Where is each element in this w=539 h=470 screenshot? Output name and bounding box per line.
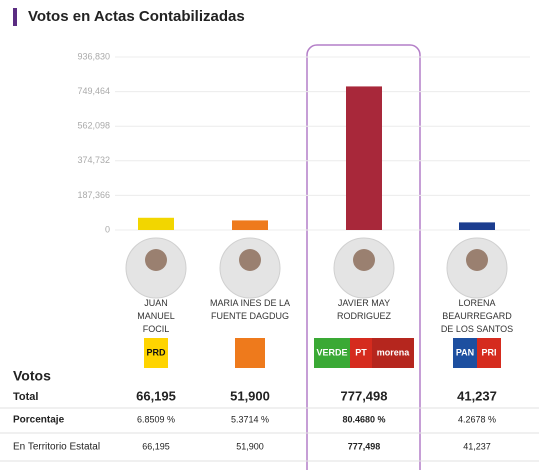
row-label: En Territorio Estatal (13, 442, 100, 453)
cell: 66,195 (136, 388, 176, 403)
row-label: Porcentaje (13, 415, 65, 426)
cell: 777,498 (348, 441, 381, 451)
party-label: VERDE (316, 347, 347, 357)
party-logo (235, 338, 265, 368)
party-label: morena (377, 347, 411, 357)
cell: 777,498 (341, 388, 388, 403)
cell: 66,195 (142, 441, 170, 451)
party-logo (314, 338, 350, 368)
cell: 51,900 (236, 441, 264, 451)
candidate-name: MARIA INES DE LA FUENTE DAGDUG (209, 298, 291, 321)
y-tick-label: 749,464 (77, 86, 110, 96)
party-logo (477, 338, 501, 368)
y-tick-label: 0 (105, 224, 110, 234)
bar (346, 86, 382, 230)
photo-head (145, 249, 167, 271)
party-label: PT (355, 347, 367, 357)
cell: 51,900 (230, 388, 270, 403)
bar (232, 220, 268, 230)
cell: 80.4680 % (342, 414, 385, 424)
party-logo (453, 338, 477, 368)
cell: 41,237 (457, 388, 497, 403)
candidate-name: JUAN MANUEL FOCIL (137, 298, 175, 334)
party-logo (144, 338, 168, 368)
party-logo (350, 338, 372, 368)
bar (459, 222, 495, 230)
party-label: PAN (456, 347, 474, 357)
y-tick-label: 562,098 (77, 121, 110, 131)
party-label: PRD (146, 347, 166, 357)
candidate-name: JAVIER MAY RODRIGUEZ (337, 298, 391, 321)
highlight-box (306, 44, 421, 470)
table-heading: Votos (13, 368, 51, 384)
photo-head (353, 249, 375, 271)
photo-head (466, 249, 488, 271)
cell: 4.2678 % (458, 414, 496, 424)
title: Votos en Actas Contabilizadas (28, 8, 245, 25)
row-label: Total (13, 391, 38, 403)
y-tick-label: 936,830 (77, 51, 110, 61)
candidate-name: LORENA BEAURREGARD DE LOS SANTOS (440, 298, 514, 334)
y-tick-label: 374,732 (77, 155, 110, 165)
party-label: PRI (481, 347, 496, 357)
title-accent (13, 8, 17, 26)
cell: 41,237 (463, 441, 491, 451)
photo-head (239, 249, 261, 271)
cell: 6.8509 % (137, 414, 175, 424)
cell: 5.3714 % (231, 414, 269, 424)
bar (138, 217, 174, 230)
y-tick-label: 187,366 (77, 190, 110, 200)
party-logo (372, 338, 414, 368)
